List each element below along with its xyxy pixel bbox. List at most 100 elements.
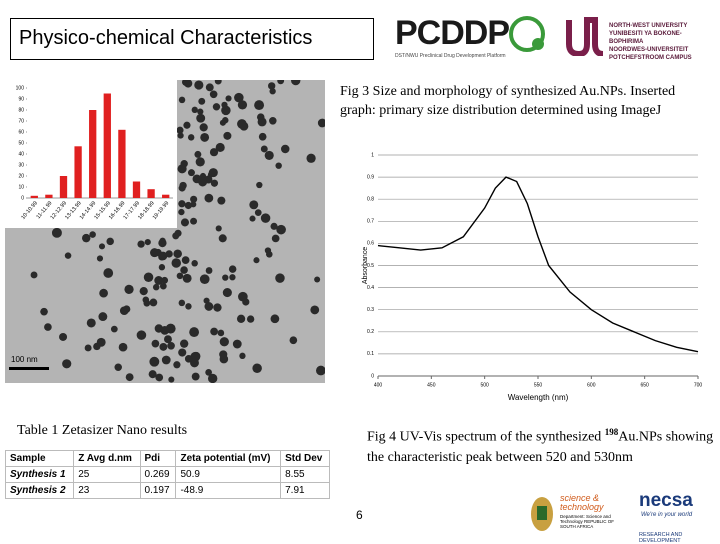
nanoparticle	[253, 257, 260, 264]
nanoparticle	[143, 272, 154, 283]
nanoparticle	[316, 365, 325, 376]
nanoparticle	[185, 303, 192, 310]
nanoparticle	[149, 356, 160, 367]
nanoparticle	[317, 118, 325, 128]
zetasizer-table: Sample Z Avg d.nm Pdi Zeta potential (mV) St…	[4, 450, 330, 499]
nanoparticle	[199, 172, 207, 180]
nanoparticle	[125, 373, 134, 382]
nanoparticle	[271, 234, 280, 243]
nanoparticle	[168, 376, 175, 383]
nanoparticle	[225, 95, 232, 102]
nwu-line: NOORDWES-UNIVERSITEIT	[609, 47, 689, 53]
y-tick-label: 0.8	[367, 197, 374, 203]
histogram: 010203040506070809010010-10.9911-11.9912…	[5, 80, 177, 228]
title-box: Physico-chemical Characteristics	[10, 18, 374, 60]
nanoparticle	[184, 355, 193, 363]
nwu-line: YUNIBESITI YA BOKONE-BOPHIRIMA	[609, 31, 682, 45]
y-tick-label: 30	[18, 162, 24, 168]
nanoparticle	[40, 307, 48, 316]
bar	[118, 129, 126, 198]
nanoparticle	[155, 373, 164, 382]
nanoparticle	[84, 344, 92, 352]
nanoparticle	[191, 372, 200, 381]
fig4-prefix: Fig 4 UV-Vis spectrum of the synthesized	[367, 429, 602, 445]
nanoparticle	[218, 234, 227, 243]
header-cell: Zeta potential (mV)	[175, 450, 282, 467]
nanoparticle	[237, 119, 247, 129]
nanoparticle	[217, 329, 225, 337]
nanoparticle	[179, 339, 189, 348]
x-tick-label: 550	[534, 382, 543, 388]
nanoparticle	[207, 373, 218, 383]
y-axis-label: Absorbance	[362, 247, 369, 284]
y-tick-label: 0.4	[367, 285, 374, 291]
nanoparticle	[158, 264, 166, 271]
y-tick-label: 1	[371, 152, 374, 158]
nanoparticle	[221, 105, 231, 116]
y-tick-label: 0.7	[367, 219, 374, 225]
nanoparticle	[96, 337, 106, 347]
nanoparticle	[118, 342, 128, 352]
nanoparticle	[189, 327, 200, 338]
nanoparticle	[229, 274, 236, 281]
nanoparticle	[256, 181, 263, 189]
nanoparticle	[249, 200, 259, 210]
bar	[59, 176, 68, 198]
nanoparticle	[180, 266, 188, 274]
nanoparticle	[151, 339, 160, 348]
fig4-caption: Fig 4 UV-Vis spectrum of the synthesized…	[367, 422, 717, 468]
nanoparticle	[217, 196, 226, 205]
bar	[132, 181, 141, 198]
nanoparticle	[291, 80, 301, 86]
nanoparticle	[208, 168, 218, 178]
nanoparticle	[246, 315, 255, 323]
nanoparticle	[190, 195, 198, 203]
nwu-lines: NORTH-WEST UNIVERSITY YUNIBESITI YA BOKON…	[609, 22, 715, 62]
y-tick-label: 0	[371, 373, 374, 379]
scale-bar	[9, 367, 49, 370]
nanoparticle	[51, 227, 62, 238]
nanoparticle	[277, 80, 285, 85]
nanoparticle	[183, 121, 191, 129]
nanoparticle	[275, 162, 282, 169]
page-number: 6	[356, 508, 363, 522]
nanoparticle	[270, 314, 280, 324]
nanoparticle	[177, 132, 184, 139]
logo-subtitle: DST/NWU Preclinical Drug Development Pla…	[395, 53, 506, 59]
nanoparticle	[167, 341, 175, 350]
nanoparticle	[96, 255, 104, 262]
nanoparticle	[178, 96, 186, 104]
nanoparticle	[178, 208, 185, 216]
table-cell: 25	[73, 466, 141, 483]
y-tick-label: 0.5	[367, 263, 374, 269]
nanoparticle	[176, 126, 184, 134]
nanoparticle	[171, 258, 182, 268]
nanoparticle	[219, 119, 226, 126]
nanoparticle	[215, 225, 222, 232]
nanoparticle	[196, 113, 206, 123]
nanoparticle	[191, 106, 198, 114]
nanoparticle	[239, 352, 246, 360]
nanoparticle	[232, 339, 242, 349]
nanoparticle	[119, 306, 129, 316]
table-cell: -48.9	[175, 482, 282, 499]
nanoparticle	[264, 150, 274, 160]
nanoparticle	[268, 82, 276, 90]
nanoparticle	[254, 209, 262, 217]
nanoparticle	[219, 337, 229, 347]
nanoparticle	[158, 238, 167, 248]
nanoparticle	[103, 268, 114, 278]
nwu-line: POTCHEFSTROOM CAMPUS	[609, 55, 692, 61]
y-tick-label: 60	[18, 129, 24, 135]
nanoparticle	[124, 284, 134, 294]
nanoparticle	[258, 132, 267, 141]
bar	[103, 93, 111, 198]
necsa-tag: We're in your world	[641, 512, 693, 518]
nanoparticle	[139, 286, 148, 296]
nanoparticle	[160, 326, 170, 335]
nanoparticle	[215, 142, 225, 153]
nanoparticle	[187, 169, 195, 177]
nanoparticle	[99, 288, 108, 298]
nanoparticle	[98, 243, 106, 250]
nanoparticle	[270, 222, 278, 230]
